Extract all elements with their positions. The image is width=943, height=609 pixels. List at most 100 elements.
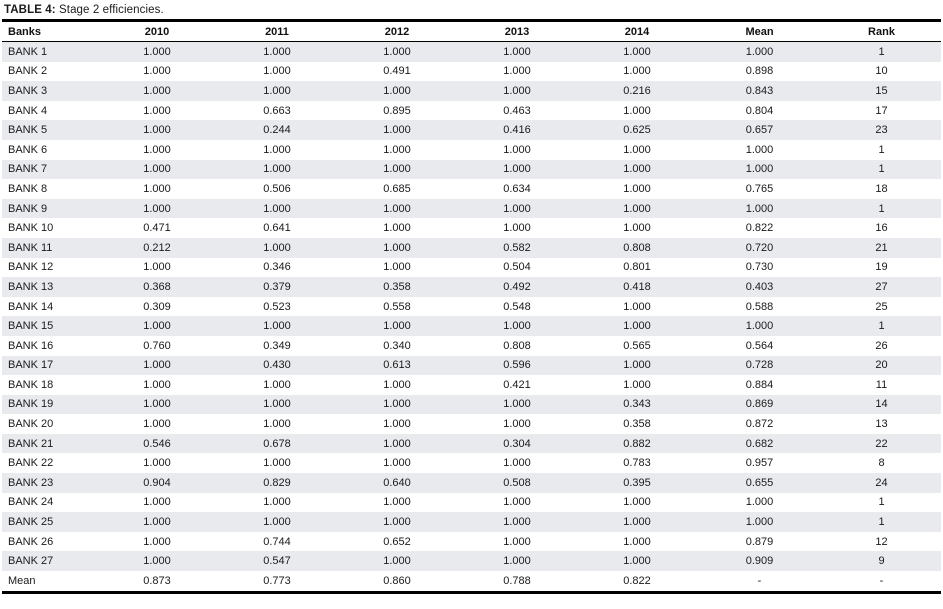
table-row: BANK 23 0.904 0.829 0.640 0.508 0.395 0.655 24: [2, 473, 941, 493]
value-cell: 1.000: [745, 45, 774, 58]
value-cell: 1.000: [143, 163, 171, 176]
column-header: Mean: [697, 20, 822, 42]
value-cell: 1.000: [143, 143, 171, 156]
value-cell: 1.000: [263, 398, 291, 411]
value-cell: 0.346: [263, 261, 291, 274]
value-cell: 0.655: [745, 476, 774, 489]
value-cell: 1.000: [503, 163, 531, 176]
value-cell: 1.000: [383, 222, 411, 235]
rank-cell: 18: [875, 182, 888, 195]
value-cell: 0.634: [503, 182, 531, 195]
table-row: BANK 12 1.000 0.346 1.000 0.504 0.801 0.730 19: [2, 258, 941, 278]
value-cell: 1.000: [623, 320, 651, 333]
rank-cell: 10: [875, 65, 888, 78]
bank-name-cell: BANK 16: [8, 339, 54, 352]
value-cell: 1.000: [623, 300, 651, 313]
table-row: BANK 3 1.000 1.000 1.000 1.000 0.216 0.843 15: [2, 81, 941, 101]
value-cell: 1.000: [383, 437, 411, 450]
table-row: BANK 14 0.309 0.523 0.558 0.548 1.000 0.588 25: [2, 297, 941, 317]
rank-cell: 1: [878, 516, 885, 529]
value-cell: 1.000: [263, 143, 291, 156]
value-cell: 0.216: [623, 84, 651, 97]
rank-cell: 1: [878, 320, 885, 333]
table-row: BANK 27 1.000 0.547 1.000 1.000 1.000 0.909 9: [2, 551, 941, 572]
value-cell: 1.000: [383, 84, 411, 97]
value-cell: 1.000: [383, 143, 411, 156]
value-cell: 1.000: [503, 516, 531, 529]
value-cell: 0.808: [503, 339, 531, 352]
value-cell: 1.000: [143, 418, 171, 431]
value-cell: 0.523: [263, 300, 291, 313]
table-caption-label: TABLE 4:: [4, 4, 56, 16]
value-cell: 1.000: [383, 202, 411, 215]
value-cell: 1.000: [383, 163, 411, 176]
rank-cell: 21: [875, 241, 888, 254]
value-cell: 1.000: [623, 535, 651, 548]
value-cell: 0.471: [143, 222, 171, 235]
value-cell: 1.000: [503, 457, 531, 470]
table-body: BANK 1 1.000 1.000 1.000 1.000 1.000 1.000 1 BAN…: [2, 41, 941, 593]
bank-name-cell: BANK 24: [8, 496, 54, 509]
table-row: BANK 4 1.000 0.663 0.895 0.463 1.000 0.804 17: [2, 101, 941, 121]
value-cell: 1.000: [263, 418, 291, 431]
bank-name-cell: BANK 18: [8, 378, 54, 391]
value-cell: 0.379: [263, 280, 291, 293]
rank-cell: 1: [878, 45, 885, 58]
bank-name-cell: BANK 26: [8, 535, 54, 548]
table-row: BANK 7 1.000 1.000 1.000 1.000 1.000 1.000 1: [2, 159, 941, 180]
bank-name-cell: BANK 23: [8, 476, 54, 489]
rank-cell: -: [879, 574, 884, 587]
value-cell: 1.000: [503, 65, 531, 78]
table-row: BANK 17 1.000 0.430 0.613 0.596 1.000 0.728 20: [2, 355, 941, 376]
rank-cell: 12: [875, 535, 888, 548]
value-cell: 1.000: [143, 535, 171, 548]
value-cell: 0.808: [623, 241, 651, 254]
value-cell: 1.000: [623, 104, 651, 117]
value-cell: 0.760: [143, 339, 171, 352]
value-cell: 1.000: [623, 202, 651, 215]
rank-cell: 11: [875, 378, 888, 391]
value-cell: 1.000: [383, 457, 411, 470]
bank-name-cell: BANK 13: [8, 280, 54, 293]
rank-cell: 16: [875, 222, 888, 235]
value-cell: 0.613: [383, 359, 411, 372]
bank-name-cell: BANK 19: [8, 398, 54, 411]
value-cell: 1.000: [143, 104, 171, 117]
value-cell: 0.625: [623, 124, 651, 137]
value-cell: 0.909: [745, 555, 774, 568]
table-row: BANK 21 0.546 0.678 1.000 0.304 0.882 0.682 22: [2, 433, 941, 454]
value-cell: 1.000: [143, 84, 171, 97]
value-cell: 0.309: [143, 300, 171, 313]
value-cell: 1.000: [263, 45, 291, 58]
value-cell: 1.000: [383, 496, 411, 509]
column-header-banks: Banks: [2, 20, 97, 42]
value-cell: 1.000: [623, 496, 651, 509]
table-caption-text: Stage 2 efficiencies.: [55, 4, 164, 16]
value-cell: 1.000: [263, 320, 291, 333]
value-cell: 1.000: [383, 398, 411, 411]
rank-cell: 1: [878, 202, 885, 215]
rank-cell: 1: [878, 143, 885, 156]
rank-cell: 1: [878, 496, 885, 509]
value-cell: 1.000: [623, 143, 651, 156]
table-row: BANK 10 0.471 0.641 1.000 1.000 1.000 0.822 16: [2, 218, 941, 238]
value-cell: 1.000: [383, 241, 411, 254]
value-cell: 0.765: [745, 182, 774, 195]
value-cell: 0.588: [745, 300, 774, 313]
value-cell: 0.640: [383, 476, 411, 489]
value-cell: 1.000: [383, 418, 411, 431]
value-cell: 0.565: [623, 339, 651, 352]
bank-name-cell: BANK 1: [8, 45, 48, 58]
value-cell: 1.000: [623, 65, 651, 78]
table-row: BANK 11 0.212 1.000 1.000 0.582 0.808 0.720 21: [2, 237, 941, 258]
value-cell: 1.000: [745, 320, 774, 333]
value-cell: 0.783: [623, 457, 651, 470]
value-cell: 1.000: [143, 261, 171, 274]
value-cell: 0.822: [623, 574, 651, 587]
table-row: BANK 1 1.000 1.000 1.000 1.000 1.000 1.000 1: [2, 41, 941, 62]
bank-name-cell: BANK 3: [8, 84, 48, 97]
value-cell: 1.000: [503, 202, 531, 215]
table-row: BANK 8 1.000 0.506 0.685 0.634 1.000 0.765 18: [2, 179, 941, 199]
bank-name-cell: BANK 11: [8, 241, 53, 254]
table-row: BANK 22 1.000 1.000 1.000 1.000 0.783 0.957 8: [2, 453, 941, 473]
